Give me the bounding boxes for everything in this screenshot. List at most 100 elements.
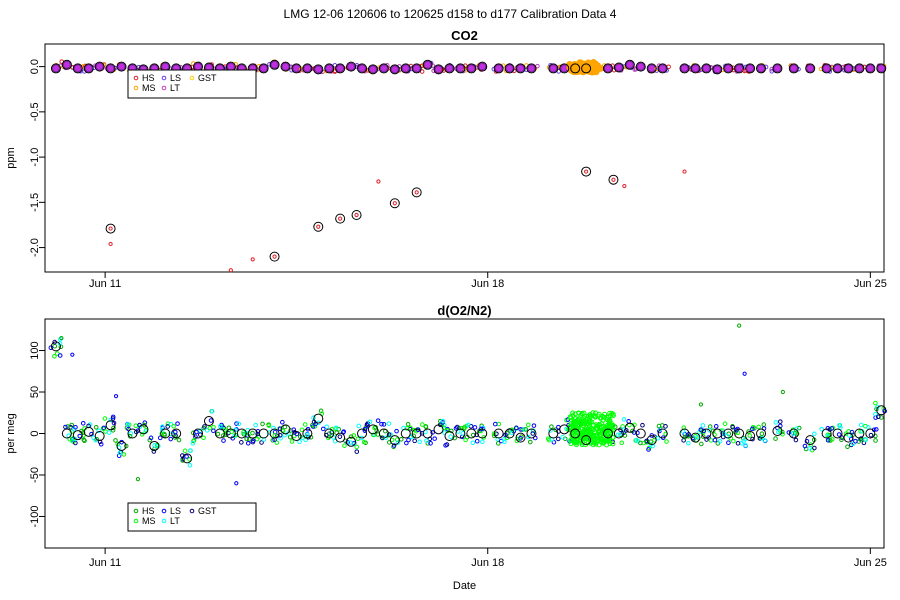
mean-point [105,63,116,74]
data-point-lt [456,64,465,73]
data-point-lt [278,435,283,441]
data-point-lt [603,64,612,73]
data-point-lt [470,440,476,446]
legend-label-gst: GST [198,506,217,516]
data-point-ms [590,427,596,433]
mean-point [433,424,444,435]
data-point-lt [713,65,722,74]
data-point-ls [111,420,117,426]
data-point-lt [423,60,432,69]
outlier-point [135,477,141,482]
mean-point [548,428,559,439]
data-point-ms [588,432,594,438]
mean-point [280,424,291,435]
data-point-lt [647,64,656,73]
data-point-ls [245,440,251,446]
data-point-hs [656,423,662,429]
data-point-lt [117,62,126,71]
mean-point [788,428,799,439]
data-point-hs [707,424,713,429]
chart-panels: CO2 0.0 -0.5 -1.0 -1.5 -2.0 Jun 11 Jun 18 Jun 25… [5,28,887,592]
data-point-ls [110,414,116,420]
data-point-lt [218,424,223,429]
y-tick-label: -1.0 [29,148,41,167]
data-point-lt [125,422,131,427]
data-point-lt [445,64,454,73]
mean-point [351,210,362,220]
data-point-lt [502,439,507,445]
data-point-hs [611,177,616,182]
mean-point [843,432,854,443]
data-point-lt [188,448,193,453]
mean-point [346,61,357,72]
mean-point [61,59,72,70]
outlier-point [742,69,747,74]
legend-label-hs: HS [142,506,155,516]
data-point-lt [358,64,367,73]
mean-point [624,59,635,70]
data-point-ms [590,432,596,438]
data-point-ms [207,425,213,431]
data-point-hs [113,438,118,443]
mean-point [258,63,269,74]
data-point-ls [726,440,731,446]
data-point-ls [825,437,831,443]
data-point-lt [844,64,853,73]
data-point-lt [152,443,157,448]
data-point-ms [525,422,531,428]
mean-point [679,428,690,439]
data-point-lt [168,431,173,437]
legend-marker-ls [161,75,167,81]
data-point-hs [759,431,765,437]
data-point-ms [608,421,614,427]
data-point-ls [836,432,842,437]
data-point-ls [415,427,421,432]
data-point-lt [700,423,706,428]
mean-point [772,63,783,74]
data-point-hs [348,434,354,439]
outlier-point [698,402,703,407]
mean-point [225,428,236,439]
data-point-ls [472,425,478,430]
data-point-ls [646,447,651,452]
data-point-lt [858,422,864,428]
data-point-lt [266,430,272,435]
data-point-lt [615,432,621,438]
data-point-ms [420,422,425,427]
data-point-lt [379,64,388,73]
data-point-ms [610,411,616,417]
data-point-lt [837,422,842,428]
y-tick-label: -1.5 [29,193,41,212]
data-point-ms [52,353,57,359]
data-point-gst [354,449,360,454]
mean-point [324,428,335,439]
mean-point [313,64,324,75]
mean-point [466,428,477,439]
data-point-hs [398,437,404,442]
data-point-gst [623,428,629,433]
data-point-ms [596,437,602,443]
mean-point [559,424,570,435]
mean-point [690,63,701,74]
mean-point [646,63,657,74]
data-point-lt [336,64,345,73]
data-point-lt [680,64,689,73]
legend-marker-gst [189,508,195,514]
mean-point [50,341,61,352]
data-point-ls [635,430,640,436]
data-point-lt [368,65,377,74]
outlier-point [228,268,233,273]
data-point-lt [691,64,700,73]
legend-box [127,502,257,532]
data-point-lt [270,60,279,69]
data-point-ls [701,428,707,434]
data-point-lt [395,440,401,445]
plot-frame [44,43,885,273]
legend-marker-ms [133,518,139,524]
data-point-hs [495,441,501,446]
data-point-ls [157,435,163,441]
data-point-lt [494,64,503,73]
data-point-gst [777,419,783,424]
mean-point [821,428,832,439]
data-point-lt [128,431,134,436]
